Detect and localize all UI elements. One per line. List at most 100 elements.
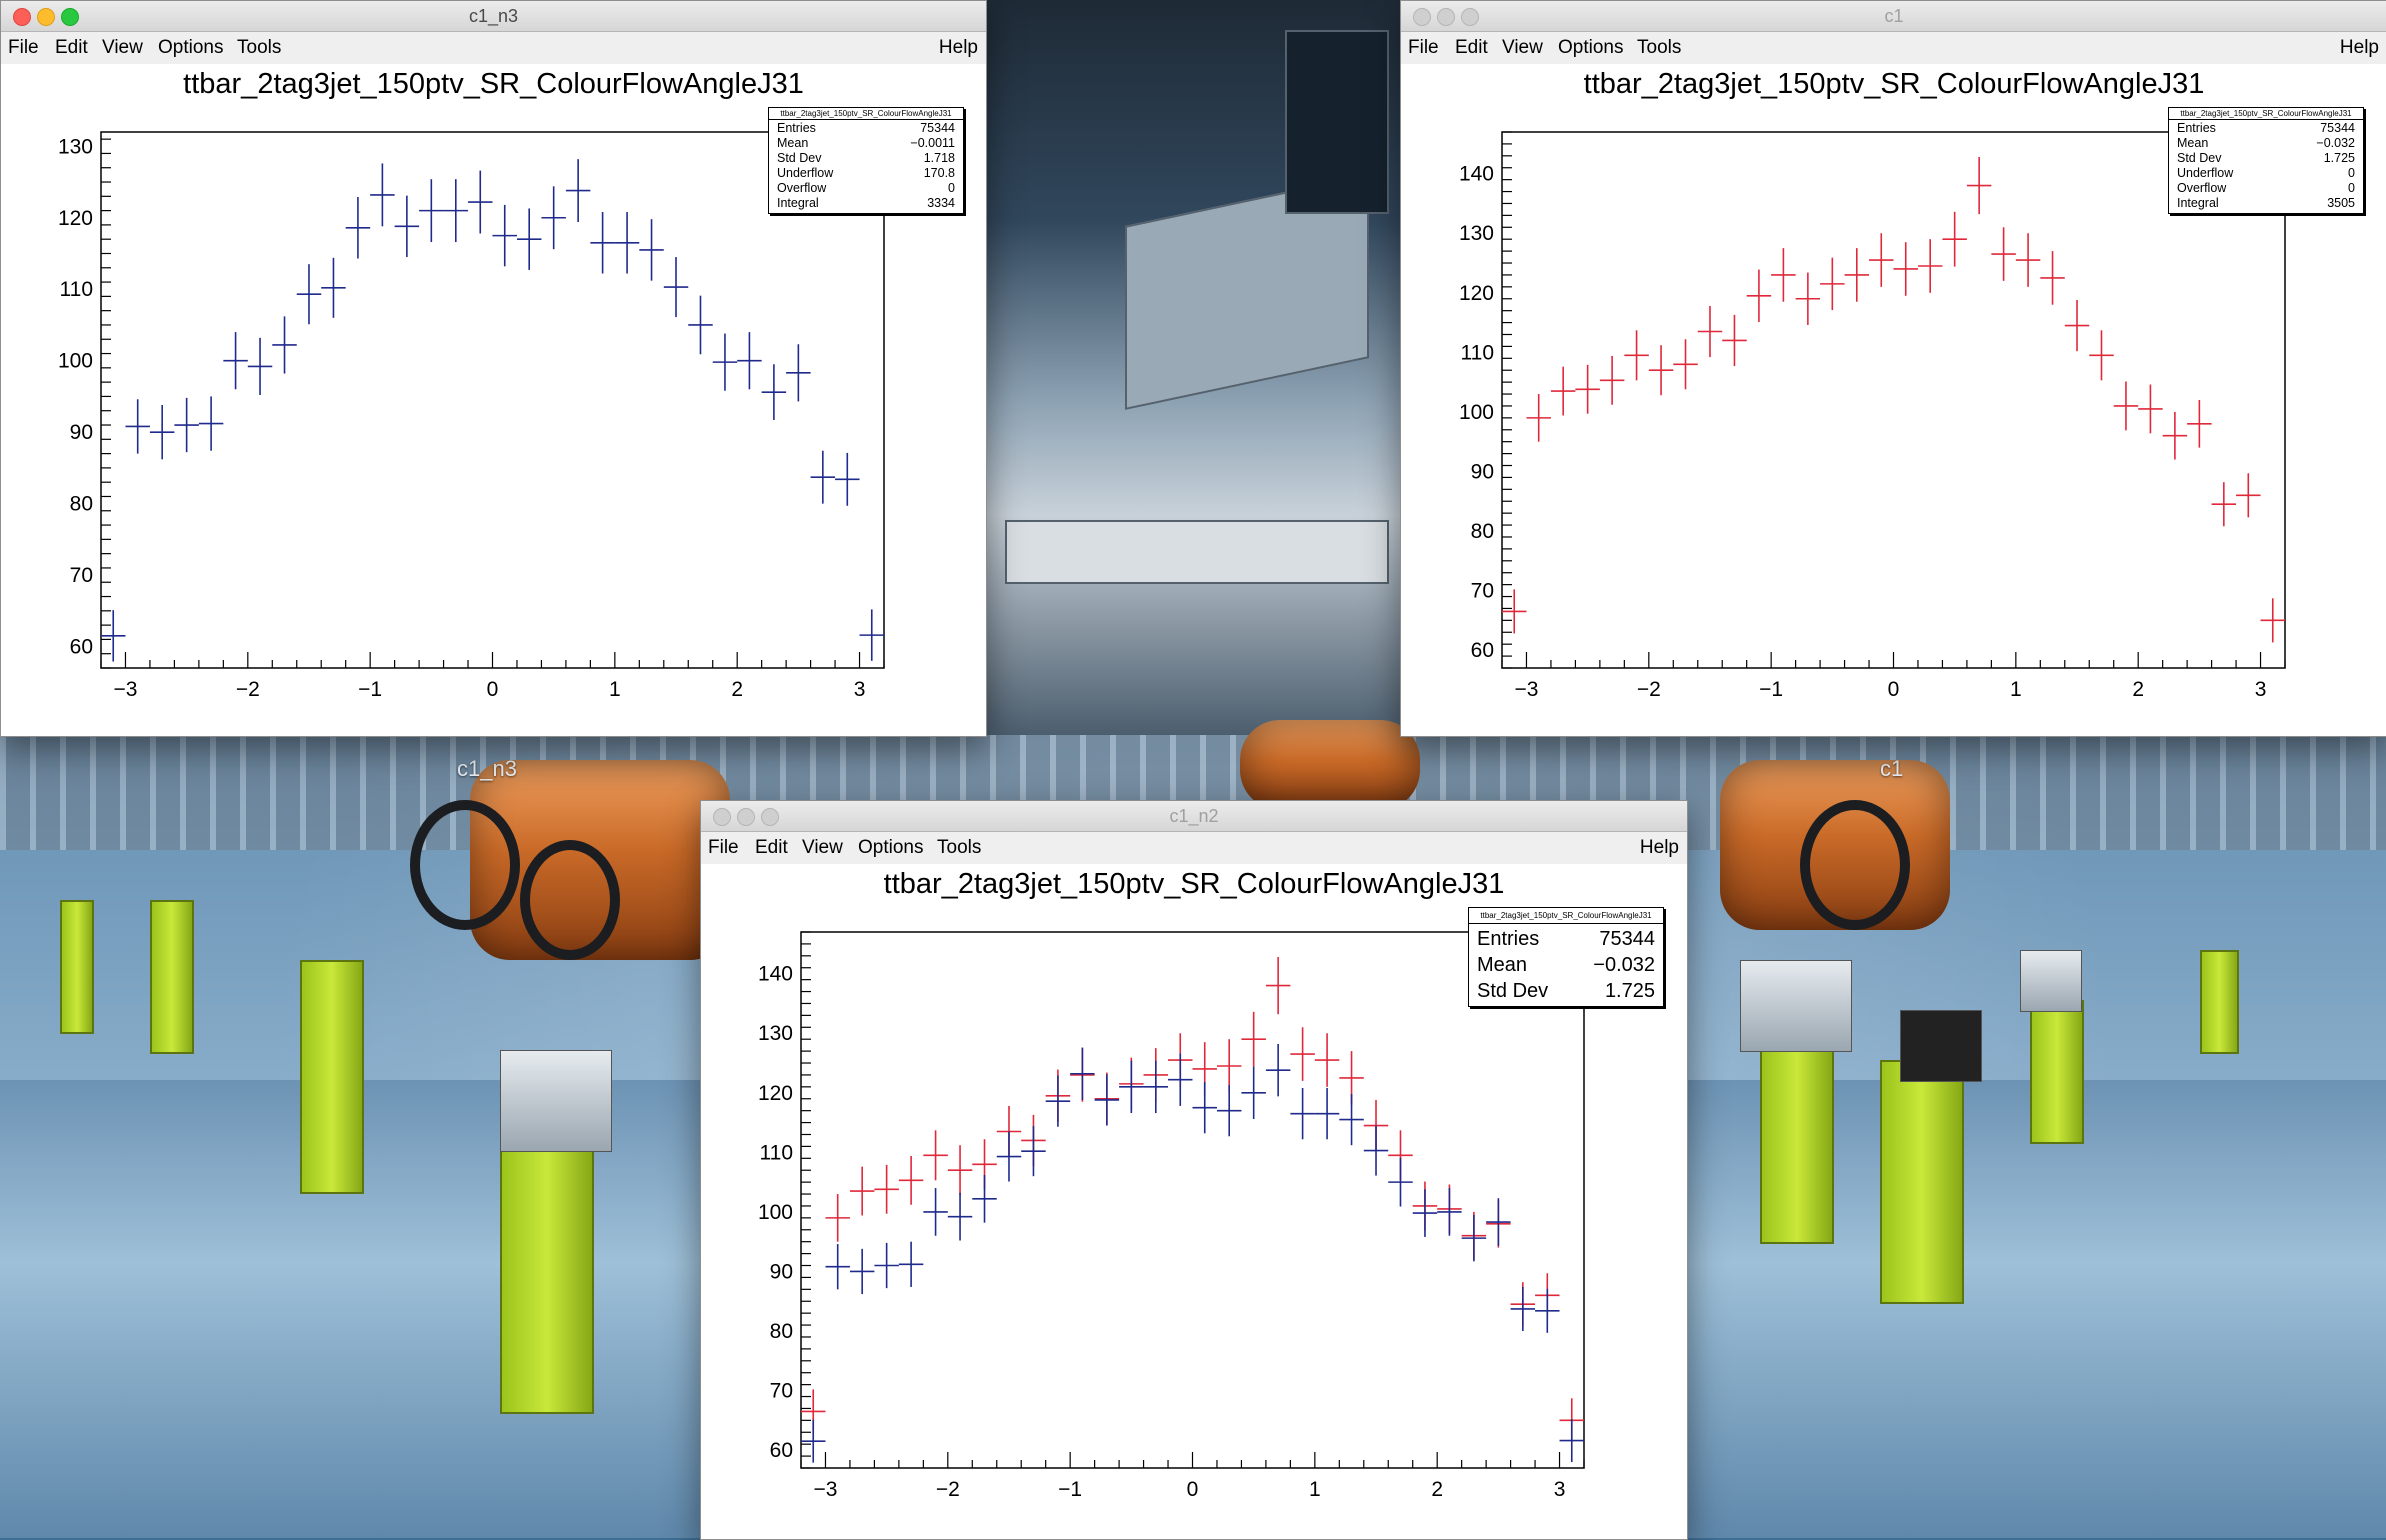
menu-file[interactable]: File xyxy=(1408,37,1439,58)
menu-help[interactable]: Help xyxy=(938,37,978,58)
histogram-plot[interactable]: −3 −2 −1 0 1 2 3 60 70 80 90 100 110 120 130 xyxy=(1,64,986,736)
data-point xyxy=(2064,299,2090,352)
data-point xyxy=(663,257,689,318)
stats-row: Std Dev 1.725 xyxy=(2177,151,2355,166)
root-canvas[interactable]: ttbar_2tag3jet_150ptv_SR_ColourFlowAngle… xyxy=(1,64,986,736)
data-point xyxy=(1559,1419,1584,1463)
equipment-box xyxy=(2020,950,2082,1012)
stats-label: Overflow xyxy=(2177,181,2227,195)
root-canvas[interactable]: ttbar_2tag3jet_150ptv_SR_ColourFlowAngle… xyxy=(1401,64,2386,736)
title-bar[interactable]: c1_n3 xyxy=(1,1,986,32)
menu-tools[interactable]: Tools xyxy=(937,837,982,858)
y-tick-label: 80 xyxy=(1471,520,1494,543)
data-point xyxy=(541,186,566,250)
menu-bar: File Edit View Options Tools Help xyxy=(701,832,1687,864)
data-point xyxy=(101,610,126,662)
minimize-icon[interactable] xyxy=(37,8,55,26)
menu-file[interactable]: File xyxy=(8,37,39,58)
close-icon[interactable] xyxy=(1413,8,1431,26)
data-point xyxy=(1241,1011,1266,1067)
stats-box[interactable]: ttbar_2tag3jet_150ptv_SR_ColourFlowAngle… xyxy=(2168,107,2364,214)
menu-view[interactable]: View xyxy=(802,837,843,858)
data-point xyxy=(2187,400,2212,448)
title-bar[interactable]: c1_n2 xyxy=(701,801,1687,832)
histogram-plot[interactable]: −3 −2 −1 0 1 2 3 60 70 80 90 100 110 120 130 140 xyxy=(1401,64,2386,736)
data-point xyxy=(1339,1093,1364,1146)
data-point xyxy=(1844,248,1870,302)
menu-edit[interactable]: Edit xyxy=(55,37,88,58)
cable-tray xyxy=(1005,520,1389,584)
data-point xyxy=(223,332,248,390)
window-c1-n2[interactable]: c1_n2 File Edit View Options Tools Help … xyxy=(700,800,1688,1540)
menu-edit[interactable]: Edit xyxy=(755,837,788,858)
data-point xyxy=(272,316,297,374)
data-point xyxy=(859,609,884,661)
window-c1-n3[interactable]: c1_n3 File Edit View Options Tools Help … xyxy=(0,0,987,737)
menu-tools[interactable]: Tools xyxy=(237,37,282,58)
stats-value: 3334 xyxy=(927,196,955,210)
menu-view[interactable]: View xyxy=(102,37,143,58)
minimize-icon[interactable] xyxy=(737,808,755,826)
menu-file[interactable]: File xyxy=(708,837,739,858)
y-tick-label: 120 xyxy=(58,207,93,230)
data-point xyxy=(1265,1043,1291,1097)
stats-label: Entries xyxy=(2177,121,2216,135)
plot-area: −3 −2 −1 0 1 2 3 60 70 80 90 100 110 120 130 140 xyxy=(1459,131,2286,701)
menu-edit[interactable]: Edit xyxy=(1455,37,1488,58)
close-icon[interactable] xyxy=(13,8,31,26)
zoom-icon[interactable] xyxy=(1461,8,1479,26)
data-point xyxy=(947,1192,973,1241)
data-point xyxy=(786,344,811,402)
y-tick-label: 140 xyxy=(758,963,793,986)
data-series xyxy=(801,957,1584,1443)
data-point xyxy=(565,159,591,223)
title-bar[interactable]: c1 xyxy=(1401,1,2386,32)
zoom-icon[interactable] xyxy=(61,8,79,26)
menu-help[interactable]: Help xyxy=(2339,37,2379,58)
y-tick-label: 120 xyxy=(758,1082,793,1105)
stats-label: Overflow xyxy=(777,181,827,195)
stats-label: Entries xyxy=(777,121,816,135)
stats-row: Mean −0.0011 xyxy=(777,136,955,151)
zoom-icon[interactable] xyxy=(761,808,779,826)
data-point xyxy=(2040,251,2065,305)
data-point xyxy=(247,337,273,395)
menu-view[interactable]: View xyxy=(1502,37,1543,58)
stats-value: 1.725 xyxy=(1604,980,1655,1002)
data-point xyxy=(1575,364,1600,414)
stats-row: Overflow 0 xyxy=(777,181,955,196)
data-point xyxy=(923,1188,948,1236)
data-point xyxy=(516,208,542,270)
data-point xyxy=(972,1174,997,1223)
histogram-plot[interactable]: −3 −2 −1 0 1 2 3 60 70 80 90 100 110 120 130 140 xyxy=(701,864,1687,1539)
stats-label: Std Dev xyxy=(1477,980,1549,1002)
data-point xyxy=(1094,1074,1120,1126)
x-tick-label: −3 xyxy=(113,678,137,701)
stats-box[interactable]: ttbar_2tag3jet_150ptv_SR_ColourFlowAngle… xyxy=(768,107,964,214)
stats-label: Entries xyxy=(1477,928,1540,950)
root-canvas[interactable]: ttbar_2tag3jet_150ptv_SR_ColourFlowAngle… xyxy=(701,864,1687,1539)
histogram-title: ttbar_2tag3jet_150ptv_SR_ColourFlowAngle… xyxy=(183,68,804,100)
data-point xyxy=(345,197,371,259)
close-icon[interactable] xyxy=(713,808,731,826)
menu-options[interactable]: Options xyxy=(858,837,924,858)
x-tick-label: −1 xyxy=(358,678,382,701)
data-point xyxy=(1673,339,1698,390)
equipment-box xyxy=(500,1050,612,1152)
data-point xyxy=(1550,366,1576,416)
menu-options[interactable]: Options xyxy=(1558,37,1624,58)
window-c1[interactable]: c1 File Edit View Options Tools Help ttb… xyxy=(1400,0,2386,737)
stats-value: −0.032 xyxy=(2316,136,2355,150)
data-point xyxy=(2089,330,2114,381)
x-tick-label: 2 xyxy=(1431,1478,1443,1501)
data-point xyxy=(825,1194,850,1242)
menu-help[interactable]: Help xyxy=(1639,837,1679,858)
menu-tools[interactable]: Tools xyxy=(1637,37,1682,58)
menu-options[interactable]: Options xyxy=(158,37,224,58)
stats-row: Mean −0.032 xyxy=(1477,952,1655,978)
stats-box[interactable]: ttbar_2tag3jet_150ptv_SR_ColourFlowAngle… xyxy=(1468,907,1664,1007)
stats-row: Entries 75344 xyxy=(1477,926,1655,952)
data-point xyxy=(1168,1053,1193,1106)
minimize-icon[interactable] xyxy=(1437,8,1455,26)
equipment-box xyxy=(1740,960,1852,1052)
